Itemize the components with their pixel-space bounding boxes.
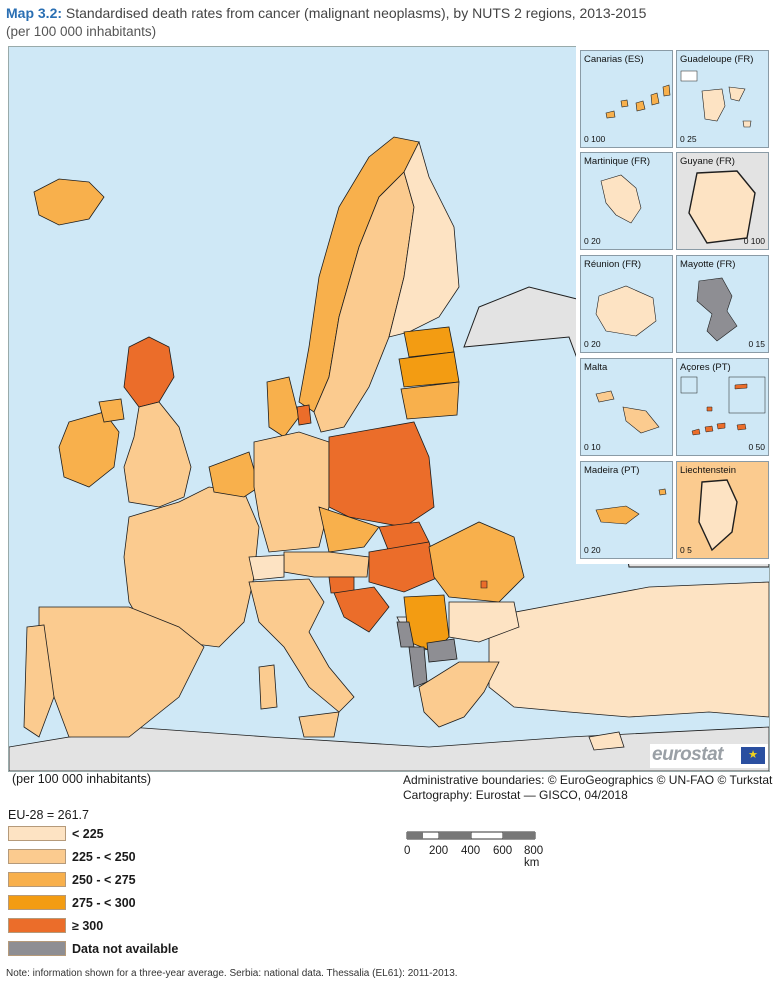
- legend-label: Data not available: [72, 942, 179, 956]
- inset-scale: 0 25: [680, 134, 697, 144]
- inset-scale: 0 10: [584, 442, 601, 452]
- scale-bar-ruler: [406, 831, 536, 840]
- region-north-macedonia: [426, 638, 458, 663]
- legend-swatch: [8, 849, 66, 864]
- legend-item: 275 - < 300: [8, 895, 228, 911]
- legend-label: ≥ 300: [72, 919, 104, 933]
- inset-scale: 0 5: [680, 545, 692, 555]
- eu-average: EU-28 = 261.7: [8, 808, 89, 822]
- region-scotland: [123, 336, 175, 408]
- scale-label: 800 km: [524, 845, 544, 869]
- inset-martinique: Martinique (FR) 0 20: [580, 152, 673, 250]
- region-denmark-zealand: [296, 404, 312, 426]
- credits-cartography: Cartography: Eurostat — GISCO, 04/2018: [403, 788, 628, 802]
- inset-scale: 0 50: [748, 442, 765, 452]
- region-england: [123, 401, 192, 508]
- legend-item: ≥ 300: [8, 918, 228, 934]
- region-czechia: [318, 506, 380, 553]
- inset-label: Liechtenstein: [680, 465, 736, 476]
- map-title: Map 3.2: Standardised death rates from c…: [6, 4, 646, 22]
- footnote: Note: information shown for a three-year…: [6, 968, 458, 979]
- inset-label: Madeira (PT): [584, 465, 640, 476]
- inset-label: Martinique (FR): [584, 156, 650, 167]
- scale-label: 600: [493, 845, 513, 857]
- inset-label: Malta: [584, 362, 608, 373]
- inset-scale: 0 20: [584, 339, 601, 349]
- legend-swatch: [8, 895, 66, 910]
- region-estonia: [403, 326, 455, 358]
- inset-label: Mayotte (FR): [680, 259, 736, 270]
- inset-madeira: Madeira (PT) 0 20: [580, 461, 673, 559]
- inset-canarias: Canarias (ES) 0 100: [580, 50, 673, 148]
- region-bulgaria: [448, 601, 520, 643]
- non-eu-land-north-africa: [9, 726, 769, 771]
- eurostat-logo: eurostat ★: [650, 744, 768, 768]
- credits: Administrative boundaries: © EuroGeograp…: [403, 773, 772, 803]
- inset-label: Guadeloupe (FR): [680, 54, 754, 65]
- inset-label: Açores (PT): [680, 362, 731, 373]
- inset-scale: 0 15: [748, 339, 765, 349]
- legend-label: 275 - < 300: [72, 896, 136, 910]
- region-romania: [428, 521, 525, 603]
- region-croatia: [333, 586, 390, 633]
- legend-label: 225 - < 250: [72, 850, 136, 864]
- inset-scale: 0 20: [584, 236, 601, 246]
- legend-item: < 225: [8, 826, 228, 842]
- credits-boundaries: Administrative boundaries: © EuroGeograp…: [403, 773, 773, 787]
- inset-guadeloupe: Guadeloupe (FR) 0 25: [676, 50, 769, 148]
- scale-label: 0: [404, 845, 411, 857]
- eurostat-logo-text: eurostat: [652, 744, 723, 765]
- inset-mayotte: Mayotte (FR) 0 15: [676, 255, 769, 353]
- inset-scale: 0 100: [584, 134, 606, 144]
- region-italy: [248, 578, 355, 713]
- region-france: [123, 486, 260, 648]
- map-number: Map 3.2:: [6, 5, 63, 21]
- legend-swatch: [8, 872, 66, 887]
- region-lithuania: [400, 381, 460, 420]
- legend-label: 250 - < 275: [72, 873, 136, 887]
- region-iceland: [33, 178, 105, 226]
- region-sardinia: [258, 664, 278, 710]
- region-austria: [283, 551, 370, 578]
- map-subtitle: (per 100 000 inhabitants): [6, 24, 157, 39]
- inset-scale: 0 20: [584, 545, 601, 555]
- inset-scale: 0 100: [743, 236, 765, 246]
- inset-acores: Açores (PT) 0 50: [676, 358, 769, 456]
- inset-malta: Malta 0 10: [580, 358, 673, 456]
- legend-item: 250 - < 275: [8, 872, 228, 888]
- inset-liechtenstein: Liechtenstein 0 5: [676, 461, 769, 559]
- unit-label: (per 100 000 inhabitants): [12, 772, 151, 786]
- region-denmark: [266, 376, 300, 438]
- region-turkey: [488, 581, 769, 718]
- inset-label: Guyane (FR): [680, 156, 735, 167]
- inset-reunion: Réunion (FR) 0 20: [580, 255, 673, 353]
- map-title-text: Standardised death rates from cancer (ma…: [65, 5, 647, 21]
- region-poland: [328, 421, 435, 528]
- inset-maps: Canarias (ES) 0 100 Guadeloupe (FR) 0 25…: [576, 46, 770, 564]
- region-germany: [253, 431, 330, 553]
- region-finland: [388, 140, 460, 338]
- region-romania-bucharest: [480, 580, 488, 589]
- inset-guyane: Guyane (FR) 0 100: [676, 152, 769, 250]
- inset-label: Réunion (FR): [584, 259, 642, 270]
- region-hungary: [368, 541, 440, 593]
- legend-swatch: [8, 826, 66, 841]
- legend-label: < 225: [72, 827, 104, 841]
- scale-bar: 0 200 400 600 800 km: [404, 828, 544, 869]
- region-greece: [418, 661, 500, 728]
- region-switzerland: [248, 554, 285, 581]
- region-cyprus: [588, 731, 625, 751]
- eu-flag-icon: ★: [741, 747, 765, 764]
- region-sicily: [298, 711, 340, 738]
- scale-label: 400: [461, 845, 481, 857]
- region-northern-ireland: [98, 398, 125, 423]
- legend-item: Data not available: [8, 941, 228, 957]
- inset-label: Canarias (ES): [584, 54, 644, 65]
- scale-label: 200: [429, 845, 449, 857]
- legend-swatch: [8, 941, 66, 956]
- region-benelux: [208, 451, 260, 498]
- legend-item: 225 - < 250: [8, 849, 228, 865]
- region-portugal: [23, 624, 55, 738]
- legend-swatch: [8, 918, 66, 933]
